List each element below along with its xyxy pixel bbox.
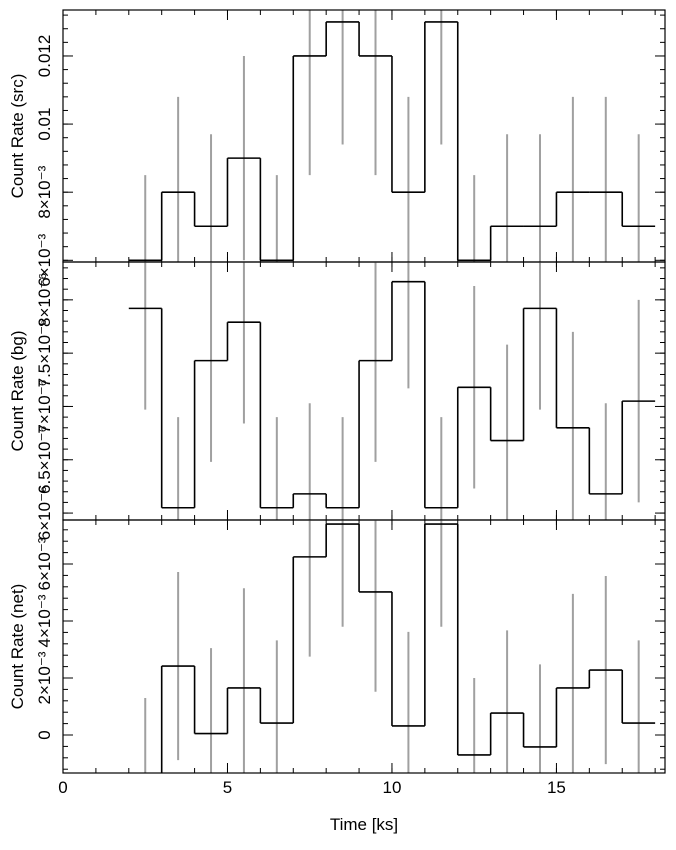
plot-frame <box>62 9 666 263</box>
y-axis-label: Count Rate (src) <box>8 74 27 199</box>
y-tick-label: 6.5×10⁻⁶ <box>35 426 54 494</box>
panel <box>128 10 656 262</box>
y-tick-label: 6×10⁻⁶ <box>35 486 54 540</box>
x-tick-label: 5 <box>223 778 232 797</box>
y-tick-label: 2×10⁻³ <box>35 651 54 704</box>
y-tick-label: 6×10⁻³ <box>35 537 54 590</box>
y-axis-label: Count Rate (net) <box>8 584 27 710</box>
plot-frame <box>62 261 666 521</box>
y-tick-label: 8×10⁻³ <box>35 165 54 218</box>
y-tick-label: 6×10⁻³ <box>35 234 54 287</box>
x-tick-label: 10 <box>383 778 402 797</box>
y-tick-label: 0.01 <box>35 108 54 141</box>
x-tick-label: 15 <box>547 778 566 797</box>
y-tick-label: 4×10⁻³ <box>35 594 54 647</box>
x-axis-label: Time [ks] <box>330 815 398 834</box>
y-tick-label: 7.5×10⁻⁶ <box>35 319 54 387</box>
y-tick-label: 0 <box>35 730 54 739</box>
panel <box>144 520 656 773</box>
y-tick-label: 0.012 <box>35 35 54 78</box>
y-axis-label: Count Rate (bg) <box>8 331 27 452</box>
plot-frame <box>62 519 666 774</box>
panel <box>128 262 656 520</box>
y-tick-label: 8×10⁻⁶ <box>35 273 54 327</box>
x-tick-label: 0 <box>58 778 67 797</box>
y-tick-label: 7×10⁻⁶ <box>35 379 54 433</box>
